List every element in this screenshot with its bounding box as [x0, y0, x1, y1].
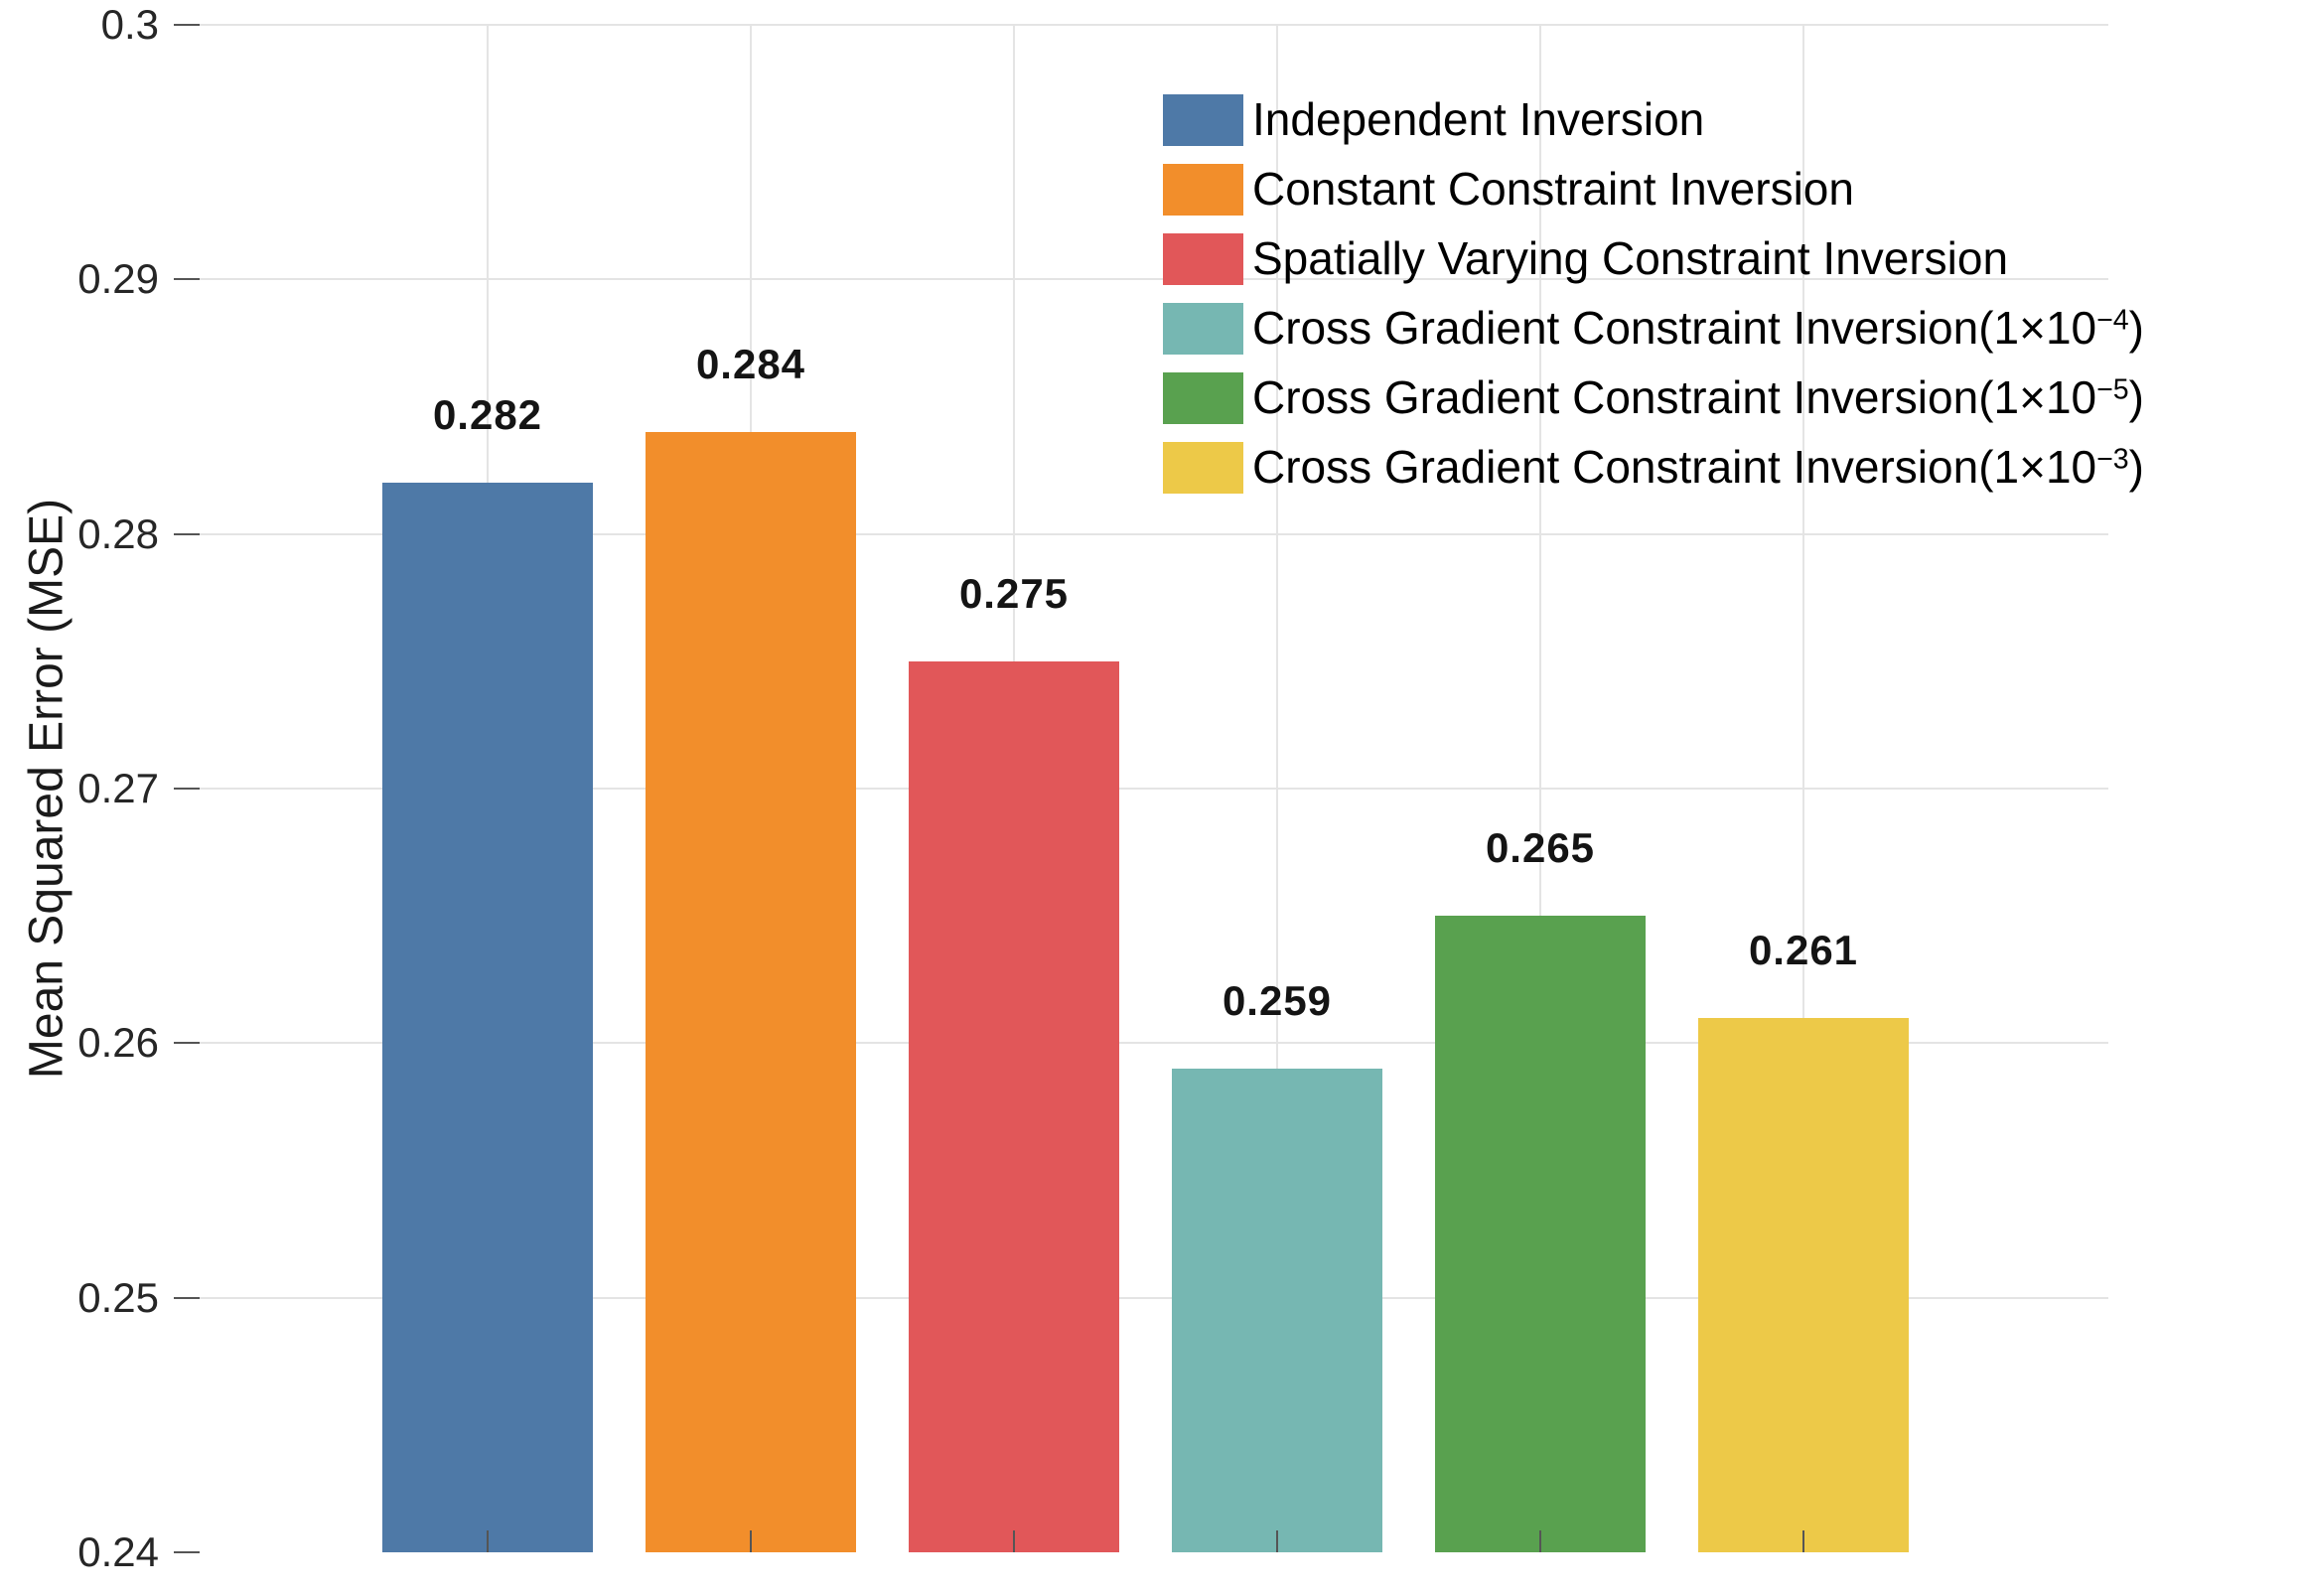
y-axis-line	[173, 25, 176, 1552]
plot-area: 0.282 0.284 0.275 0.259 0.265 0.261	[173, 24, 2108, 1553]
bar-value-label: 0.265	[1485, 824, 1596, 872]
bar	[1172, 1068, 1382, 1552]
y-tick-label: 0.3	[100, 1, 159, 48]
y-tick-label: 0.29	[77, 255, 159, 303]
y-axis-title-text: Mean Squared Error (MSE)	[20, 498, 73, 1080]
h-gridline	[174, 278, 2108, 281]
bar-value-label: 0.284	[695, 341, 806, 388]
x-tick-mark	[750, 1530, 752, 1552]
bar	[1698, 1017, 1909, 1552]
v-gridline	[1802, 25, 1804, 1552]
h-gridline	[174, 1296, 2108, 1299]
bar-value-label: 0.259	[1222, 976, 1333, 1024]
y-tick-mark	[174, 788, 200, 790]
x-axis-line	[173, 1550, 2108, 1553]
y-tick-mark	[174, 278, 200, 281]
y-tick-label: 0.25	[77, 1273, 159, 1321]
legend-item-label: Constant Constraint Inversion	[1252, 162, 1854, 215]
h-gridline	[174, 1042, 2108, 1045]
v-gridline	[1276, 25, 1278, 1552]
legend-swatch	[1163, 372, 1243, 424]
legend-swatch	[1163, 233, 1243, 285]
x-tick-mark	[1013, 1530, 1015, 1552]
y-tick-mark	[174, 1042, 200, 1045]
legend-item-label: Independent Inversion	[1252, 92, 1705, 145]
bar	[382, 483, 593, 1552]
legend-item-label: Cross Gradient Constraint Inversion(1×10…	[1252, 440, 2144, 493]
legend-item-label: Spatially Varying Constraint Inversion	[1252, 231, 2009, 284]
y-tick-label: 0.28	[77, 509, 159, 557]
h-gridline	[174, 24, 2108, 26]
y-tick-label: 0.27	[77, 765, 159, 811]
bar	[646, 432, 856, 1552]
legend-exponent: −3	[2096, 443, 2129, 476]
bar-value-label: 0.261	[1748, 926, 1859, 973]
legend-swatch	[1163, 94, 1243, 146]
bar-value-label: 0.282	[432, 391, 543, 439]
bar-value-label: 0.275	[958, 569, 1070, 617]
h-gridline	[174, 532, 2108, 535]
legend-item-label: Cross Gradient Constraint Inversion(1×10…	[1252, 370, 2144, 423]
y-tick-mark	[174, 1551, 200, 1553]
legend-item-label: Cross Gradient Constraint Inversion(1×10…	[1252, 301, 2144, 354]
y-tick-label: 0.26	[77, 1019, 159, 1067]
bar	[909, 660, 1119, 1552]
legend-exponent: −4	[2096, 304, 2129, 337]
y-tick-mark	[174, 24, 200, 26]
bar	[1435, 916, 1646, 1552]
legend-exponent: −5	[2096, 373, 2129, 406]
x-tick-mark	[1802, 1530, 1804, 1552]
legend-swatch	[1163, 442, 1243, 494]
legend-swatch	[1163, 164, 1243, 216]
legend-swatch	[1163, 303, 1243, 355]
h-gridline	[174, 788, 2108, 790]
x-tick-mark	[1539, 1530, 1541, 1552]
v-gridline	[1539, 25, 1541, 1552]
x-tick-mark	[487, 1530, 489, 1552]
x-tick-mark	[1276, 1530, 1278, 1552]
y-tick-mark	[174, 1296, 200, 1299]
y-tick-mark	[174, 532, 200, 535]
y-tick-label: 0.24	[77, 1528, 159, 1575]
